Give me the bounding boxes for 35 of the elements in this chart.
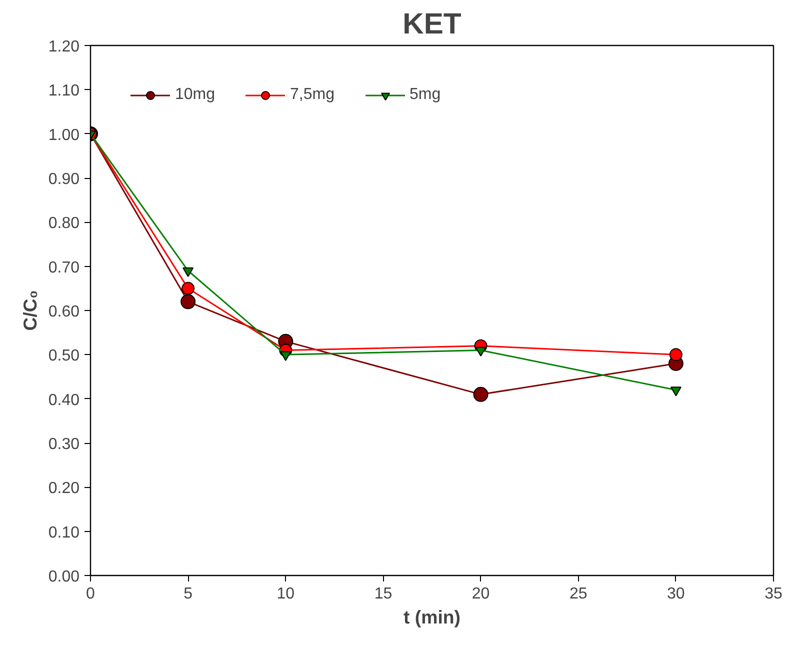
point [280,351,292,361]
y-tick-label: 1.00 [48,126,80,144]
y-tick-label: 0.80 [48,215,80,232]
y-axis-title: C/C₀ [19,290,40,331]
x-tick-label: 5 [184,586,193,602]
point [670,386,682,396]
legend-label: 5mg [410,86,441,104]
y-tick-label: 0.40 [48,392,80,409]
y-tick-label: 0.10 [48,524,80,542]
x-tick-label: 10 [276,586,295,602]
y-tick-label: 0.30 [48,436,80,453]
chart-title: KET [402,8,462,40]
legend-label: 10mg [175,86,216,104]
y-tick-label: 0.20 [48,480,80,498]
y-tick-label: 0.00 [48,568,80,586]
y-tick-label: 0.90 [48,171,80,188]
x-tick-label: 20 [472,586,490,602]
y-tick-label: 1.10 [48,82,80,100]
point [475,346,486,357]
x-tick-label: 0 [86,586,96,602]
point [473,386,488,402]
x-tick-label: 25 [569,586,588,602]
x-tick-label: 15 [374,586,392,602]
legend-label: 7,5mg [290,86,334,104]
y-tick-label: 0.50 [48,348,80,365]
point [182,282,195,295]
y-tick-label: 1.20 [48,38,80,56]
point [180,294,196,310]
x-tick-label: 30 [667,586,685,602]
y-tick-label: 0.70 [48,259,80,276]
x-tick-label: 35 [764,586,782,602]
point [182,267,194,278]
x-axis-title: t (min) [404,606,461,628]
point [669,348,682,362]
y-tick-label: 0.60 [48,304,80,320]
